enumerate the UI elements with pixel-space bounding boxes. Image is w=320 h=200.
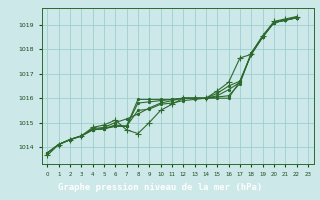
Text: Graphe pression niveau de la mer (hPa): Graphe pression niveau de la mer (hPa) xyxy=(58,182,262,192)
